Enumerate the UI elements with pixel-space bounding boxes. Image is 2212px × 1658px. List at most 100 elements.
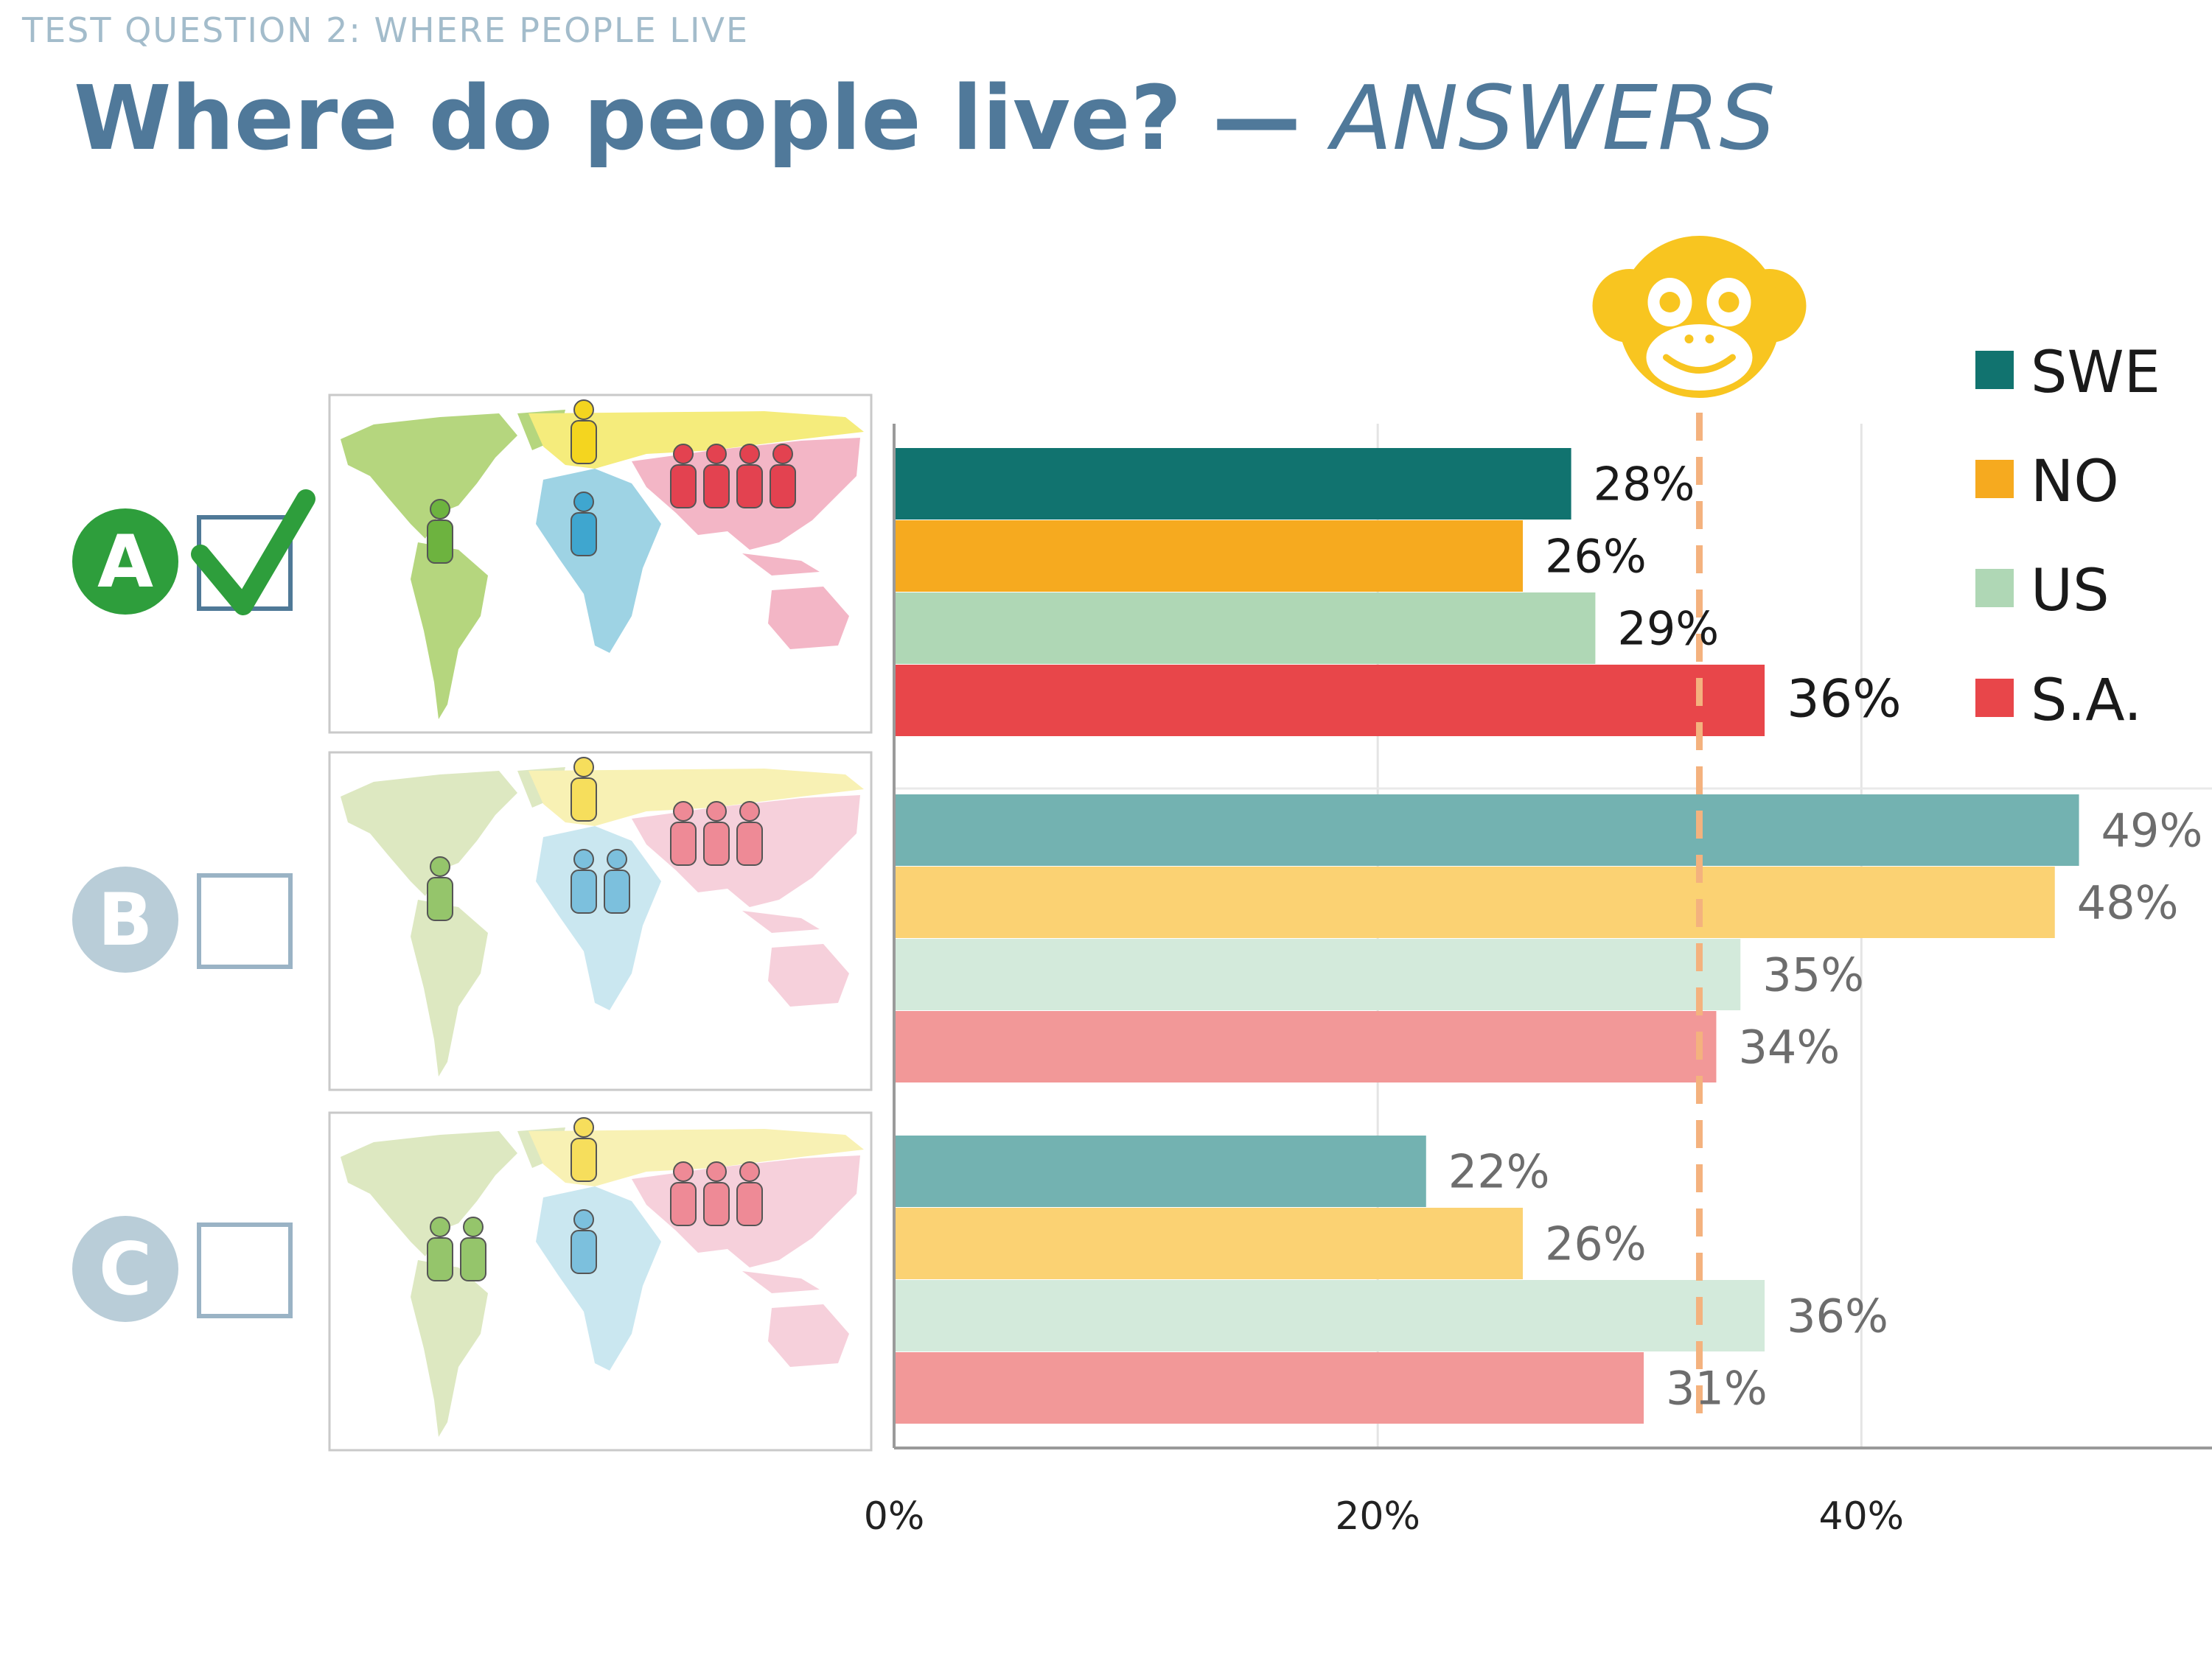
legend-swatch [1975, 460, 2014, 498]
check-icon [191, 489, 315, 615]
option-badge [72, 1216, 178, 1322]
bar-value-label: 28% [1594, 458, 1695, 511]
person-body [670, 1182, 697, 1226]
map-europe [528, 769, 864, 826]
chimp-face-icon [1592, 236, 1807, 398]
x-tick-label: 20% [1335, 1494, 1420, 1539]
person-body [703, 464, 730, 508]
person-body [427, 1237, 453, 1281]
bar-value-label: 48% [2077, 876, 2179, 930]
title-main: Where do people live? — [74, 68, 1332, 170]
person-body [571, 870, 597, 914]
chimp-smile [1662, 354, 1736, 374]
option-letter: C [99, 1228, 152, 1312]
world-map [328, 393, 873, 734]
chimp-nostril-left [1684, 335, 1694, 343]
legend-label: SWE [2031, 340, 2160, 406]
bar [894, 665, 1765, 736]
map-europe [528, 411, 864, 469]
map-south-america [411, 900, 488, 1077]
map-south-america [411, 1260, 488, 1437]
map-africa [536, 469, 661, 653]
person-head [706, 801, 727, 822]
person-head [706, 444, 727, 464]
person-head [673, 444, 694, 464]
chimp-pupil-right [1718, 292, 1740, 312]
person-body [604, 870, 630, 914]
person-head [706, 1161, 727, 1182]
person-head [573, 1209, 594, 1230]
bars [894, 448, 2079, 1424]
bar-value-label: 36% [1787, 669, 1902, 730]
title-emphasis: ANSWERS [1331, 68, 1776, 170]
chimp-muzzle [1646, 324, 1753, 391]
person-body [770, 464, 796, 508]
option-badge [72, 867, 178, 973]
legend-label: NO [2031, 449, 2119, 515]
person-head [673, 801, 694, 822]
bar-value-label: 22% [1448, 1145, 1550, 1199]
x-tick-label: 0% [864, 1494, 925, 1539]
bar [894, 794, 2079, 866]
bar-value-label: 35% [1762, 948, 1864, 1002]
value-labels: 28% 26% 29% 36% 49% 48% 35% 34% 22% 26% 36% 31% [1448, 458, 2203, 1416]
bar [894, 1136, 1426, 1207]
person-head [430, 499, 450, 520]
bar-value-label: 26% [1545, 1217, 1647, 1271]
map-south-america [411, 542, 488, 719]
bar [894, 867, 2055, 938]
bar-value-label: 36% [1787, 1290, 1888, 1343]
person-body [571, 777, 597, 822]
legend-swatch [1975, 569, 2014, 607]
person-body [670, 822, 697, 866]
kicker-text: TEST QUESTION 2: WHERE PEOPLE LIVE [22, 10, 750, 50]
map-indonesia [742, 553, 820, 576]
map-north-america [341, 1131, 517, 1256]
bar [894, 939, 1741, 1010]
bar-value-label: 26% [1545, 530, 1647, 584]
map-indonesia [742, 1271, 820, 1293]
option-letter: A [97, 520, 153, 604]
map-north-america [341, 413, 517, 539]
person-head [463, 1217, 484, 1237]
person-head [772, 444, 793, 464]
map-africa [536, 1186, 661, 1371]
page-title: Where do people live? — ANSWERS [74, 68, 1776, 170]
person-head [739, 444, 760, 464]
person-body [736, 464, 763, 508]
answer-options: A B C [72, 489, 315, 1322]
person-body [670, 464, 697, 508]
legend-swatch [1975, 679, 2014, 717]
chimp-nostril-right [1705, 335, 1714, 343]
person-body [571, 420, 597, 464]
map-australia [768, 944, 849, 1007]
person-head [739, 801, 760, 822]
option-letter: B [98, 878, 153, 962]
map-australia [768, 1304, 849, 1367]
world-maps [328, 393, 873, 1452]
person-head [573, 849, 594, 870]
person-body [571, 512, 597, 556]
person-body [736, 1182, 763, 1226]
legend-swatch [1975, 351, 2014, 389]
person-body [571, 1138, 597, 1182]
person-body [571, 1230, 597, 1274]
person-head [430, 856, 450, 877]
bar-value-label: 29% [1617, 602, 1719, 656]
person-body [427, 520, 453, 564]
map-australia [768, 587, 849, 649]
bar [894, 1011, 1717, 1082]
map-europe [528, 1129, 864, 1186]
chimp-reference [1592, 236, 1807, 1416]
bar [894, 448, 1571, 520]
map-indonesia [742, 911, 820, 933]
person-head [607, 849, 627, 870]
person-body [427, 877, 453, 921]
x-axis: 0% 20% 40% [864, 424, 2212, 1539]
person-head [673, 1161, 694, 1182]
world-map [328, 751, 873, 1091]
person-body [703, 822, 730, 866]
person-body [460, 1237, 486, 1281]
map-north-america [341, 771, 517, 896]
